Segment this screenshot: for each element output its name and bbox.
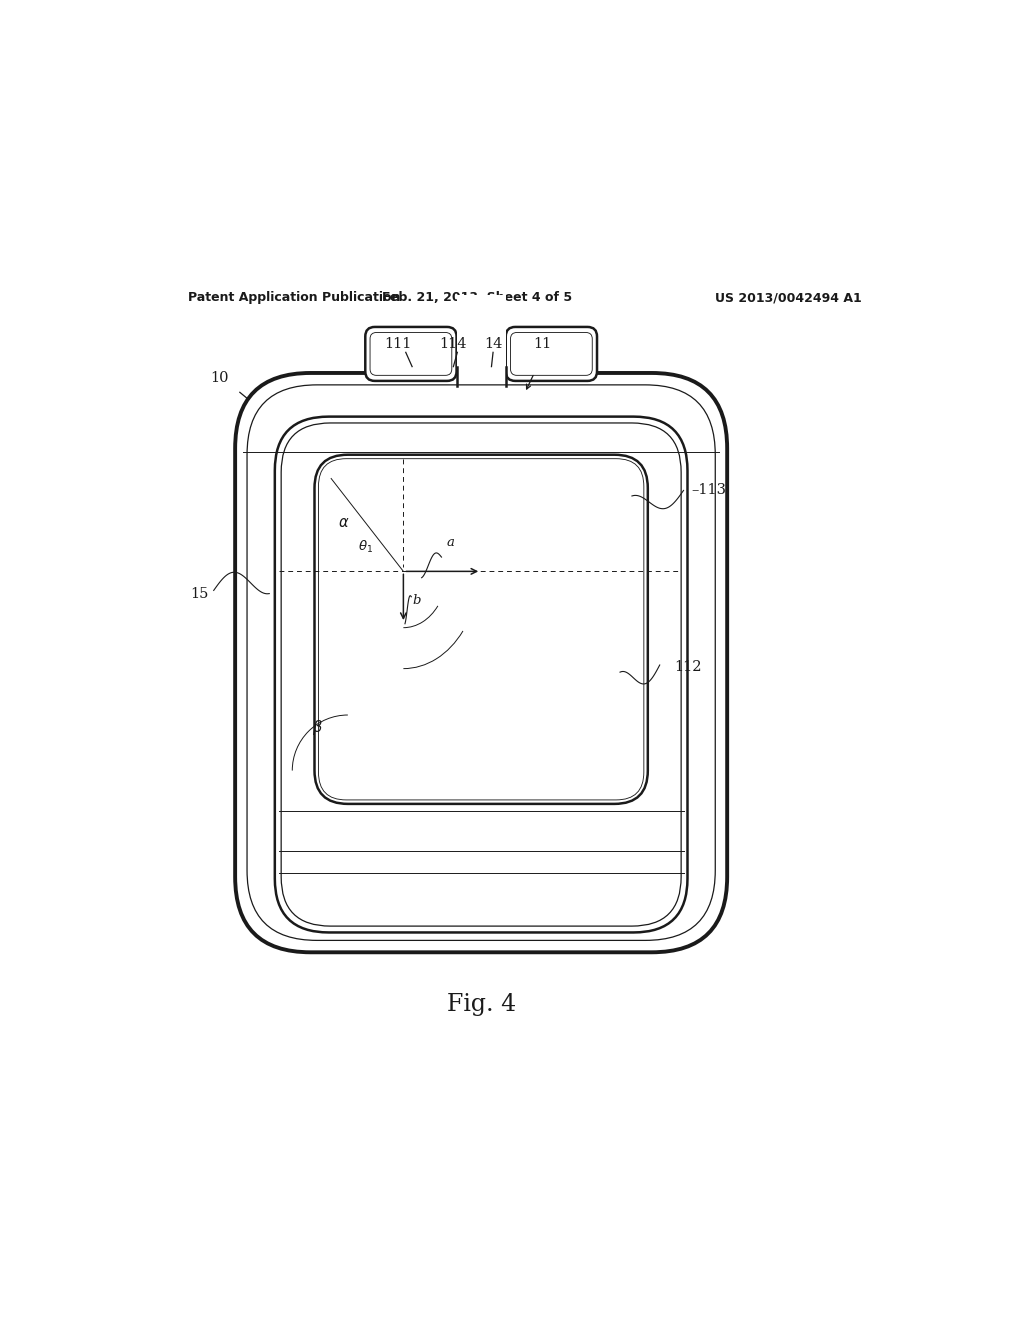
FancyBboxPatch shape [366,327,457,381]
Text: 10: 10 [210,371,228,385]
Text: US 2013/0042494 A1: US 2013/0042494 A1 [716,292,862,304]
Text: Fig. 4: Fig. 4 [446,993,516,1016]
Text: 14: 14 [484,337,502,351]
Text: $\beta$: $\beta$ [312,718,324,738]
FancyBboxPatch shape [314,454,648,804]
FancyBboxPatch shape [236,374,727,952]
Text: Patent Application Publication: Patent Application Publication [187,292,400,304]
Text: a: a [447,536,455,549]
Text: 111: 111 [384,337,412,351]
Text: $\alpha$: $\alpha$ [338,516,349,531]
Text: 11: 11 [534,337,551,351]
Bar [457,296,506,374]
FancyBboxPatch shape [506,327,597,381]
Text: 114: 114 [439,337,467,351]
Text: 112: 112 [674,660,701,673]
Text: $\theta_1$: $\theta_1$ [357,540,373,556]
Text: Feb. 21, 2013  Sheet 4 of 5: Feb. 21, 2013 Sheet 4 of 5 [382,292,572,304]
Text: –113: –113 [691,483,726,498]
Bar [457,367,506,383]
FancyBboxPatch shape [274,417,687,932]
Text: 15: 15 [190,586,209,601]
Text: b: b [413,594,422,607]
